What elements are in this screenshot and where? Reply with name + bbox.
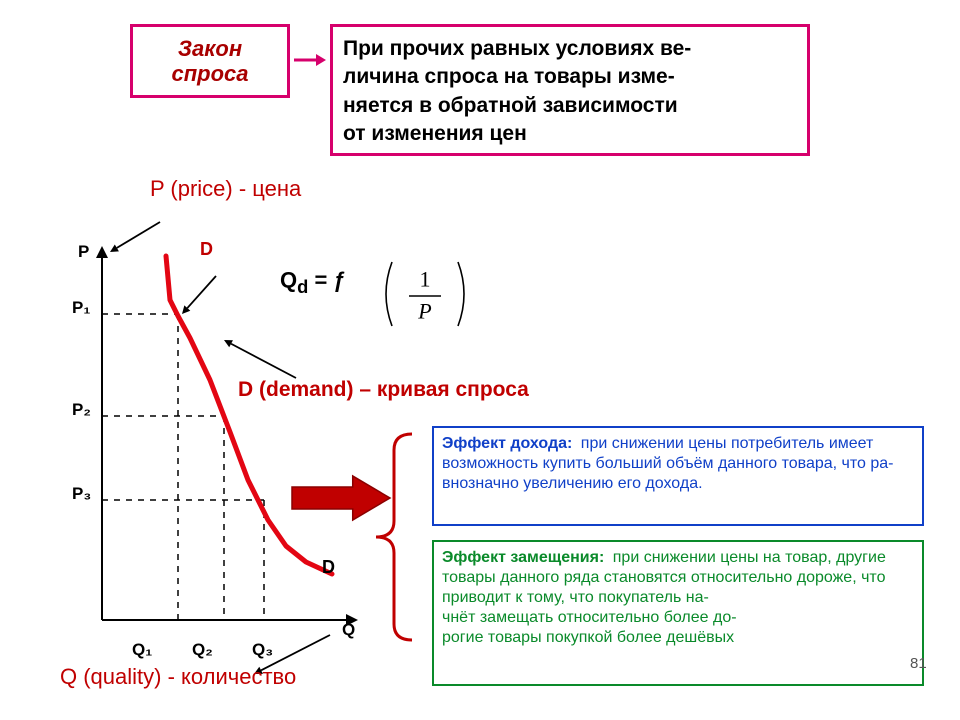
demand-formula: Qd = ƒ bbox=[280, 268, 346, 298]
income-effect-title: Эффект дохода: bbox=[442, 435, 572, 452]
p2-label: P₂ bbox=[72, 400, 91, 420]
law-of-demand-title-box: Законспроса bbox=[130, 24, 290, 98]
formula-fraction: 1P bbox=[378, 258, 476, 332]
definition-text: При прочих равных условиях ве-личина спр… bbox=[343, 35, 797, 148]
q1-label: Q₁ bbox=[132, 640, 152, 660]
p-axis-letter: P bbox=[78, 242, 89, 262]
d-label-top: D bbox=[200, 239, 213, 260]
formula-subscript: d bbox=[297, 276, 308, 297]
page-number: 81 bbox=[910, 655, 927, 672]
quantity-axis-label: Q (quality) - количество bbox=[60, 664, 296, 690]
formula-q: Qd = ƒ bbox=[280, 268, 346, 293]
q2-label: Q₂ bbox=[192, 640, 213, 660]
q3-label: Q₃ bbox=[252, 640, 273, 660]
d-label-bottom: D bbox=[322, 557, 335, 578]
big-red-arrow bbox=[290, 474, 392, 522]
income-effect-box: Эффект дохода: при снижении цены потреби… bbox=[432, 426, 924, 526]
substitution-effect-title: Эффект замещения: bbox=[442, 549, 604, 566]
p1-label: P₁ bbox=[72, 298, 90, 318]
svg-text:1: 1 bbox=[420, 266, 431, 291]
demand-curve-label: D (demand) – кривая спроса bbox=[238, 378, 529, 402]
price-axis-label: P (price) - цена bbox=[150, 176, 301, 202]
q-axis-letter: Q bbox=[342, 620, 355, 640]
law-of-demand-title: Законспроса bbox=[171, 36, 248, 87]
p3-label: P₃ bbox=[72, 484, 91, 504]
svg-text:P: P bbox=[417, 298, 431, 323]
substitution-effect-box: Эффект замещения: при снижении цены на т… bbox=[432, 540, 924, 686]
definition-box: При прочих равных условиях ве-личина спр… bbox=[330, 24, 810, 156]
